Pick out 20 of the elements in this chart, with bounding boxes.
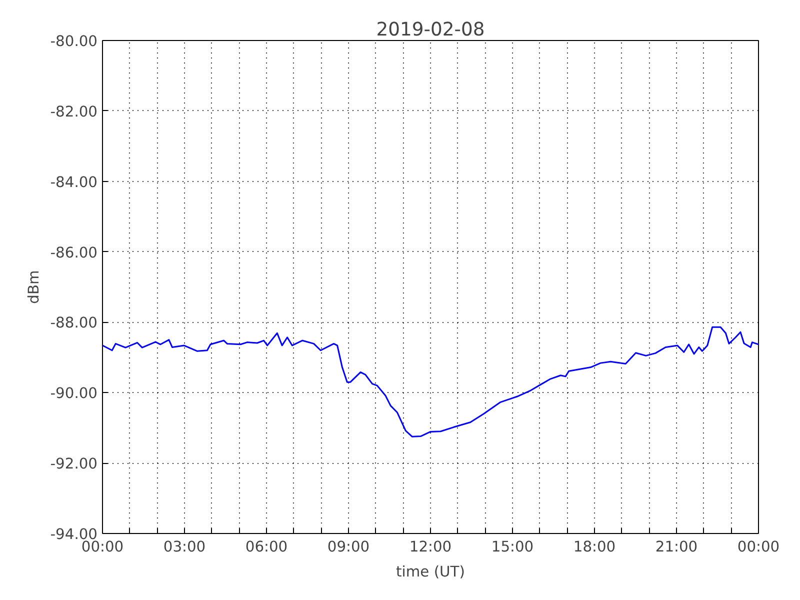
x-tick-label: 03:00	[163, 538, 206, 556]
y-tick-label: -82.00	[50, 103, 98, 120]
x-tick-label: 15:00	[491, 538, 534, 556]
x-tick-label: 21:00	[655, 538, 698, 556]
x-tick-label: 12:00	[409, 538, 452, 556]
line-series	[102, 326, 758, 438]
x-tick-label: 00:00	[737, 538, 780, 556]
x-tick-label: 09:00	[327, 538, 370, 556]
y-tick-label: -90.00	[50, 385, 98, 402]
y-tick-label: -80.00	[50, 33, 98, 50]
chart-title: 2019-02-08	[376, 20, 485, 40]
x-tick-label: 00:00	[81, 538, 124, 556]
x-tick-label: 06:00	[245, 538, 288, 556]
y-tick-label: -86.00	[50, 244, 98, 262]
y-tick-label: -92.00	[50, 456, 98, 473]
x-tick-label: 18:00	[573, 538, 616, 556]
y-tick-label: -84.00	[50, 174, 98, 191]
y-axis-title: dBm	[25, 270, 42, 304]
x-axis-title: time (UT)	[396, 564, 465, 580]
y-tick-label: -88.00	[50, 314, 98, 332]
